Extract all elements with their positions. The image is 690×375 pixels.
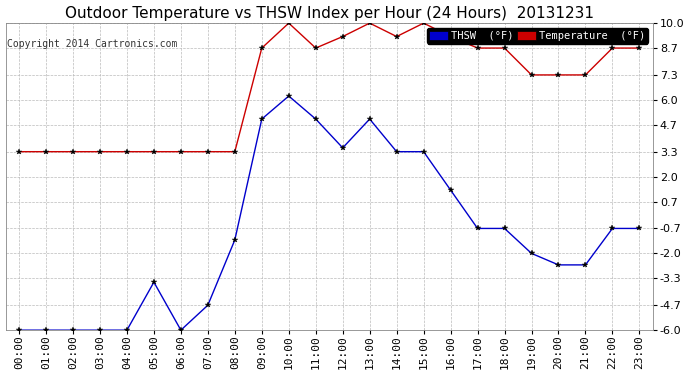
Text: Copyright 2014 Cartronics.com: Copyright 2014 Cartronics.com [7,39,177,50]
Title: Outdoor Temperature vs THSW Index per Hour (24 Hours)  20131231: Outdoor Temperature vs THSW Index per Ho… [65,6,593,21]
Legend: THSW  (°F), Temperature  (°F): THSW (°F), Temperature (°F) [427,28,648,44]
